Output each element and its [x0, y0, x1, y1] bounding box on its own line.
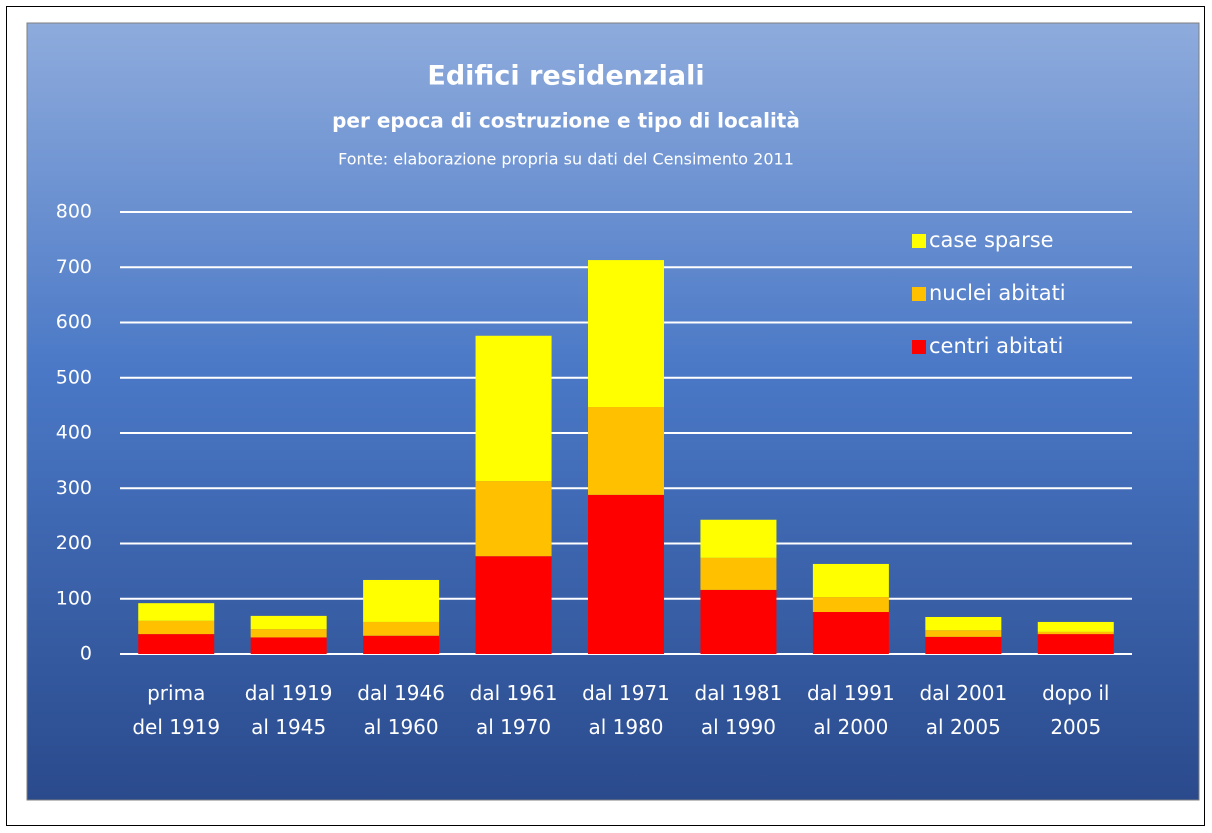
x-tick-label: prima del 1919 — [132, 681, 221, 739]
y-tick-label: 100 — [56, 587, 92, 609]
x-tick-label: dal 1961 al 1970 — [469, 681, 558, 739]
bar-segment — [1037, 634, 1114, 654]
x-tick-label: dal 1981 al 1990 — [694, 681, 783, 739]
y-tick-label: 600 — [56, 311, 92, 333]
bar-segment — [1037, 621, 1114, 632]
bar-segment — [250, 615, 327, 630]
bar-segment — [363, 621, 440, 636]
legend-label: case sparse — [929, 228, 1054, 252]
chart-source: Fonte: elaborazione propria su dati del … — [338, 150, 794, 169]
bar-segment — [700, 519, 777, 558]
legend-label: centri abitati — [929, 334, 1063, 358]
frame — [6, 6, 1205, 826]
y-tick-label: 0 — [80, 643, 92, 665]
bar-segment — [925, 616, 1002, 631]
legend-label: nuclei abitati — [929, 281, 1066, 305]
bar-segment — [588, 260, 664, 408]
bar-segment — [475, 481, 552, 557]
y-tick-label: 500 — [56, 366, 92, 388]
x-tick-label: dal 1971 al 1980 — [582, 681, 670, 739]
legend-swatch — [912, 287, 926, 301]
bar-segment — [475, 335, 552, 482]
bar-segment — [1037, 631, 1114, 635]
bar-segment — [475, 556, 552, 654]
legend-swatch — [912, 234, 926, 248]
x-tick-label: dal 1919 al 1945 — [244, 681, 333, 739]
y-tick-label: 700 — [56, 256, 92, 278]
bar-segment — [138, 634, 215, 654]
y-tick-label: 300 — [56, 477, 92, 499]
y-tick-label: 400 — [56, 422, 92, 444]
bar-segment — [812, 597, 889, 613]
x-tick-label: dal 2001 al 2005 — [919, 681, 1008, 739]
bar-segment — [588, 494, 664, 654]
legend-swatch — [912, 340, 926, 354]
bar-segment — [363, 579, 440, 622]
x-tick-label: dal 1946 al 1960 — [357, 681, 445, 739]
bar-segment — [588, 407, 664, 495]
bar-segment — [925, 630, 1002, 637]
bar-segment — [250, 637, 327, 654]
bar-segment — [700, 557, 777, 590]
bar-segment — [363, 635, 440, 654]
bar-segment — [700, 589, 777, 654]
chart-area — [26, 22, 1200, 801]
bar-segment — [138, 620, 215, 635]
bar-segment — [138, 603, 215, 621]
bar-segment — [250, 629, 327, 638]
bar-segment — [812, 563, 889, 598]
bar-segment — [925, 636, 1002, 654]
y-tick-label: 800 — [56, 201, 92, 223]
chart-title: Edifici residenziali — [427, 61, 704, 92]
bar-segment — [812, 612, 889, 654]
x-tick-label: dopo il 2005 — [1042, 681, 1110, 739]
x-tick-label: dal 1991 al 2000 — [806, 681, 895, 739]
y-tick-label: 200 — [56, 532, 92, 554]
chart-subtitle: per epoca di costruzione e tipo di local… — [332, 109, 800, 133]
